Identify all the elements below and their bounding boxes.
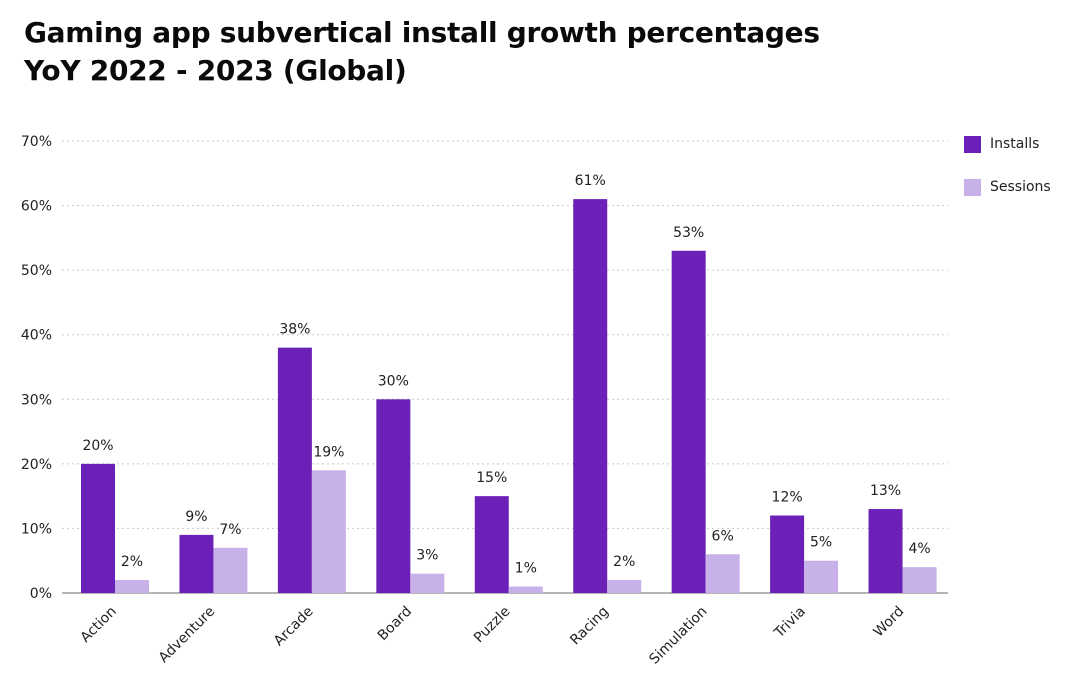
x-tick-label: Action <box>78 604 120 646</box>
bar-sessions-arcade <box>311 470 346 593</box>
bar-sessions-action <box>115 580 149 593</box>
x-tick-label: Arcade <box>271 604 317 650</box>
x-tick-label: Trivia <box>771 604 809 642</box>
x-axis-ticks: Action Adventure Arcade Board Puzzle Racing Si… <box>78 604 908 668</box>
data-label: 2% <box>613 554 635 570</box>
y-tick-label: 0% <box>30 586 52 602</box>
data-label: 15% <box>476 470 507 486</box>
bar-installs-arcade <box>277 347 312 593</box>
bar-sessions-simulation <box>705 554 740 593</box>
data-label: 30% <box>378 373 409 389</box>
bar-installs-simulation <box>671 250 706 593</box>
x-tick-label: Simulation <box>646 604 710 668</box>
bar-sessions-puzzle <box>508 586 543 593</box>
y-tick-label: 20% <box>21 457 52 473</box>
y-tick-label: 50% <box>21 263 52 279</box>
data-label: 12% <box>772 490 803 506</box>
data-label: 2% <box>121 554 143 570</box>
data-labels: 20% 2% 9% 7% 38% 19% 30% 3% 15% 1% 61% 2% 53% 6% 12% 5%… <box>82 173 930 576</box>
data-label: 13% <box>870 483 901 499</box>
legend: Installs Sessions <box>964 134 1051 220</box>
y-tick-label: 10% <box>21 521 52 537</box>
y-tick-label: 40% <box>21 328 52 344</box>
x-tick-label: Word <box>871 604 908 641</box>
y-tick-label: 30% <box>21 392 52 408</box>
bar-sessions-word <box>902 567 937 593</box>
data-label: 61% <box>575 173 606 189</box>
data-label: 7% <box>219 522 241 538</box>
bar-sessions-board <box>410 573 445 593</box>
data-label: 3% <box>416 548 438 564</box>
data-label: 53% <box>673 225 704 241</box>
legend-item-installs[interactable]: Installs <box>964 134 1051 154</box>
chart-title: Gaming app subvertical install growth pe… <box>24 14 820 90</box>
chart-title-line-2: YoY 2022 - 2023 (Global) <box>24 54 407 87</box>
legend-swatch-installs <box>964 135 981 153</box>
y-tick-label: 60% <box>21 199 52 215</box>
bar-sessions-racing <box>607 580 642 593</box>
y-tick-label: 70% <box>21 134 52 150</box>
data-label: 6% <box>712 528 734 544</box>
chart-title-line-1: Gaming app subvertical install growth pe… <box>24 16 820 49</box>
bar-installs-action <box>81 463 115 593</box>
data-label: 1% <box>515 561 537 577</box>
y-axis-ticks: 0% 10% 20% 30% 40% 50% 60% 70% <box>21 134 52 602</box>
x-tick-label: Puzzle <box>471 604 514 647</box>
bar-installs-racing <box>573 199 608 593</box>
x-tick-label: Board <box>375 604 415 644</box>
legend-swatch-sessions <box>964 178 981 196</box>
data-label: 19% <box>313 444 344 460</box>
x-tick-label: Racing <box>567 604 612 649</box>
bar-sessions-adventure <box>213 547 248 593</box>
legend-label-sessions: Sessions <box>990 179 1051 195</box>
data-label: 5% <box>810 535 832 551</box>
data-label: 4% <box>908 541 930 557</box>
legend-item-sessions[interactable]: Sessions <box>964 177 1051 197</box>
bar-installs-puzzle <box>474 496 509 593</box>
legend-label-installs: Installs <box>990 136 1040 152</box>
bars <box>81 199 937 593</box>
data-label: 38% <box>279 322 310 338</box>
bar-installs-adventure <box>179 534 214 593</box>
bar-installs-trivia <box>770 515 805 593</box>
bar-installs-board <box>376 399 411 593</box>
bar-installs-word <box>868 509 903 593</box>
data-label: 20% <box>82 438 113 454</box>
bar-sessions-trivia <box>804 560 839 593</box>
data-label: 9% <box>185 509 207 525</box>
x-tick-label: Adventure <box>156 604 219 667</box>
